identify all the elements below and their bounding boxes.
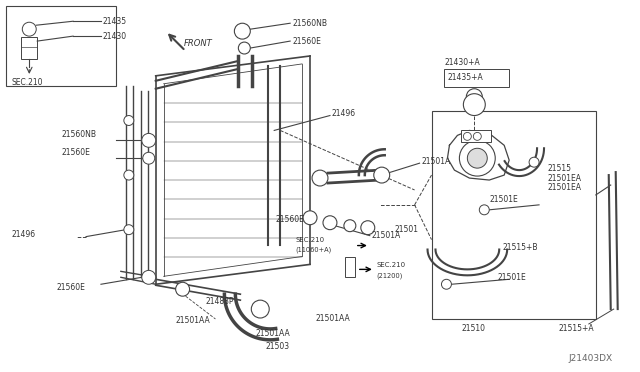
Text: 21501EA: 21501EA (547, 183, 581, 192)
Text: SEC.210: SEC.210 (377, 262, 406, 269)
Text: 21560E: 21560E (56, 283, 85, 292)
Circle shape (463, 94, 485, 116)
Circle shape (22, 22, 36, 36)
Circle shape (175, 282, 189, 296)
Circle shape (463, 132, 471, 140)
Text: 21560E: 21560E (292, 36, 321, 46)
Bar (21, 37, 37, 59)
Circle shape (252, 300, 269, 318)
Circle shape (361, 221, 375, 235)
Text: 21510: 21510 (461, 324, 485, 333)
Text: 21501: 21501 (395, 225, 419, 234)
Circle shape (474, 132, 481, 140)
Text: 21501E: 21501E (497, 273, 526, 282)
Text: 21515+B: 21515+B (502, 243, 538, 252)
Text: 21515+A: 21515+A (559, 324, 595, 333)
Text: 21496: 21496 (12, 230, 35, 239)
Text: 21560E: 21560E (61, 148, 90, 157)
Bar (461, 131, 492, 142)
Circle shape (467, 148, 487, 168)
Bar (345, 257, 355, 277)
Text: 21488P: 21488P (205, 296, 234, 306)
Circle shape (344, 220, 356, 232)
Text: 21501AA: 21501AA (315, 314, 350, 324)
Circle shape (442, 279, 451, 289)
Text: 21501EA: 21501EA (547, 174, 581, 183)
Text: (11060+A): (11060+A) (295, 246, 332, 253)
Circle shape (124, 116, 134, 125)
Text: 21560E: 21560E (275, 215, 304, 224)
Circle shape (124, 170, 134, 180)
Text: 21501AA: 21501AA (255, 329, 290, 339)
Text: J21403DX: J21403DX (569, 354, 613, 363)
Circle shape (460, 140, 495, 176)
Circle shape (303, 211, 317, 225)
Circle shape (374, 167, 390, 183)
Circle shape (238, 42, 250, 54)
Circle shape (142, 270, 156, 284)
Bar (6, 6, 116, 86)
Text: 21501AA: 21501AA (175, 317, 211, 326)
Text: SEC.210: SEC.210 (12, 78, 43, 87)
Text: 21501A: 21501A (422, 157, 451, 166)
Text: 21560NB: 21560NB (292, 19, 327, 28)
Bar (444, 69, 509, 87)
Text: 21430+A: 21430+A (444, 58, 480, 67)
Text: 21496: 21496 (332, 109, 356, 118)
Text: 21515: 21515 (547, 164, 571, 173)
Bar (431, 110, 596, 319)
Text: 21501A: 21501A (372, 231, 401, 240)
Text: FRONT: FRONT (184, 39, 212, 48)
Circle shape (124, 225, 134, 235)
Text: 21501E: 21501E (489, 195, 518, 204)
Circle shape (467, 89, 483, 105)
Text: 21503: 21503 (265, 342, 289, 351)
Circle shape (529, 157, 539, 167)
Circle shape (143, 152, 155, 164)
Text: SEC.210: SEC.210 (295, 237, 324, 243)
Circle shape (479, 205, 489, 215)
Text: 21435+A: 21435+A (447, 73, 483, 82)
Circle shape (323, 216, 337, 230)
Text: (21200): (21200) (377, 272, 403, 279)
Circle shape (142, 134, 156, 147)
Text: 21430: 21430 (103, 32, 127, 41)
Text: 21560NB: 21560NB (61, 130, 96, 139)
Text: 21435: 21435 (103, 17, 127, 26)
Circle shape (234, 23, 250, 39)
Circle shape (312, 170, 328, 186)
